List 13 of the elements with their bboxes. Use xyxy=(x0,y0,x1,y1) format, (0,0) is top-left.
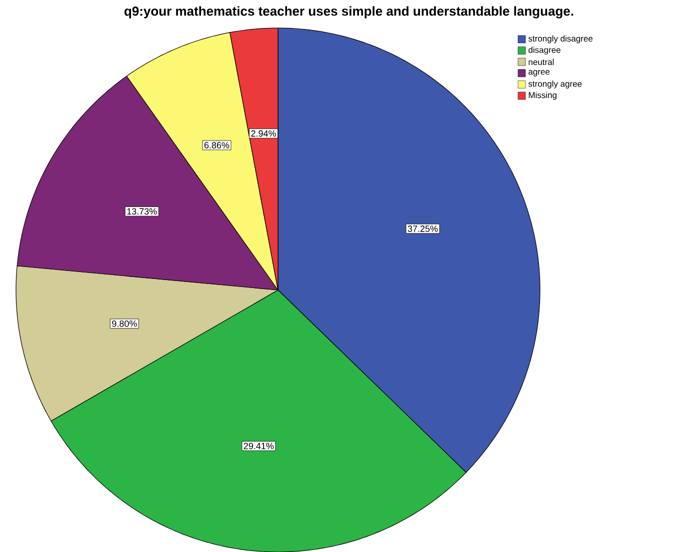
legend-label: strongly agree xyxy=(528,80,582,88)
legend-label: agree xyxy=(528,70,550,76)
chart-title: q9:your mathematics teacher uses simple and understandable language. xyxy=(124,6,574,18)
data-label: 6.86% xyxy=(204,142,230,148)
data-label: 9.80% xyxy=(112,320,137,327)
data-label: 13.73% xyxy=(127,208,157,214)
legend-label: neutral xyxy=(528,58,554,65)
legend-label: strongly disagree xyxy=(528,35,593,44)
legend-label: Missing xyxy=(528,92,556,100)
data-label: 2.94% xyxy=(251,130,276,137)
legend-label: disagree xyxy=(528,46,560,54)
data-label: 37.25% xyxy=(408,225,438,232)
data-label: 29.41% xyxy=(244,442,274,450)
